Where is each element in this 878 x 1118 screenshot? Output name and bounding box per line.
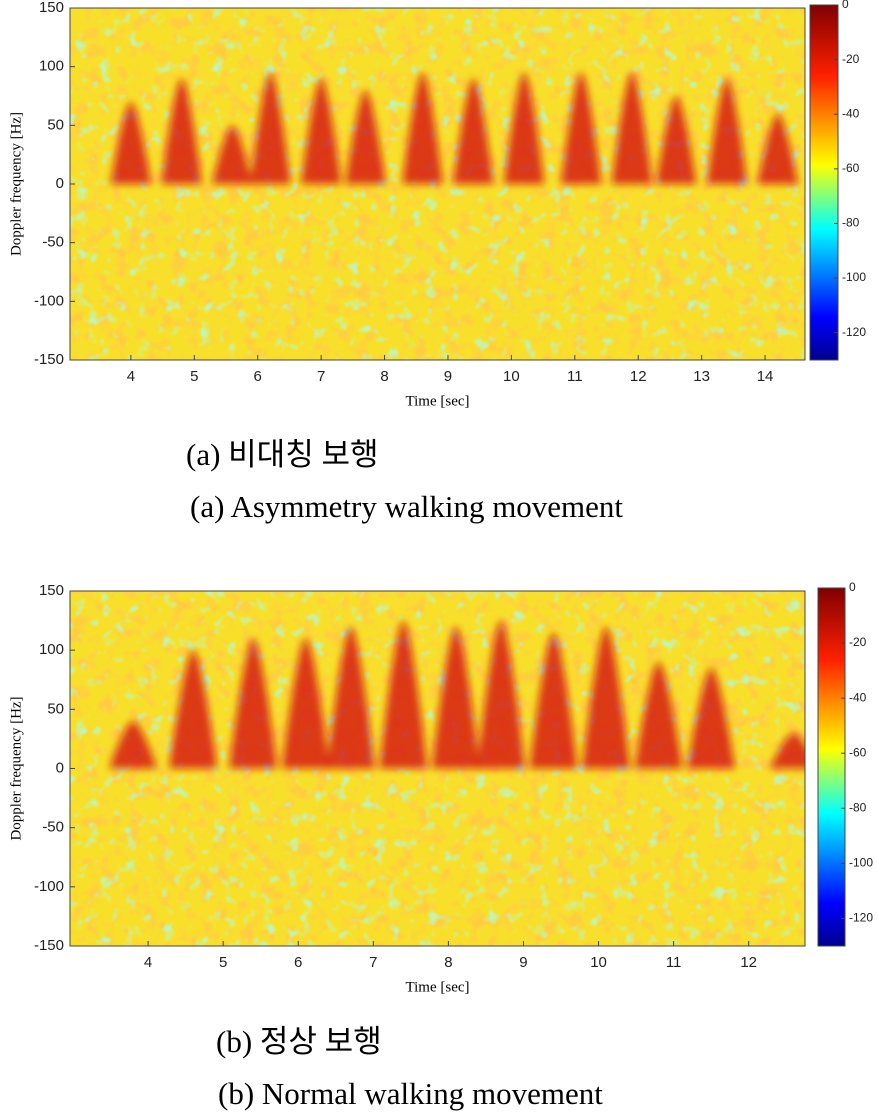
x-tick-label: 4 xyxy=(144,954,152,971)
peak xyxy=(582,626,631,769)
y-tick-label: -50 xyxy=(42,234,64,251)
y-tick-label: -100 xyxy=(34,292,64,309)
y-tick-label: 100 xyxy=(39,641,64,658)
peak xyxy=(503,72,545,184)
x-tick-label: 13 xyxy=(693,368,710,385)
colorbar-tick-label: -100 xyxy=(849,856,873,870)
x-axis-label: Time [sec] xyxy=(405,979,469,995)
peak xyxy=(453,78,494,184)
peak xyxy=(529,632,578,769)
peak xyxy=(345,90,386,184)
peak xyxy=(402,72,443,184)
x-tick-label: 9 xyxy=(519,954,527,971)
peak xyxy=(757,113,799,184)
colorbar-tick-label: 0 xyxy=(842,0,849,11)
x-tick-label: 12 xyxy=(630,368,647,385)
peak xyxy=(300,78,342,184)
y-tick-label: 50 xyxy=(47,700,64,717)
x-tick-label: 12 xyxy=(740,954,757,971)
x-tick-label: 5 xyxy=(190,368,198,385)
x-tick-label: 8 xyxy=(444,954,452,971)
peak xyxy=(769,733,805,769)
peak xyxy=(655,96,697,184)
peak xyxy=(326,626,375,769)
colorbar-tick-label: -80 xyxy=(849,800,867,814)
peak xyxy=(611,72,653,184)
peak xyxy=(110,101,152,184)
x-tick-label: 10 xyxy=(503,368,520,385)
caption: (b) 정상 보행 xyxy=(216,1024,382,1059)
peak xyxy=(687,667,736,769)
y-tick-label: -150 xyxy=(34,351,64,368)
spectrogram-area xyxy=(70,8,805,360)
x-tick-label: 9 xyxy=(444,368,452,385)
x-tick-label: 5 xyxy=(219,954,227,971)
x-tick-label: 7 xyxy=(369,954,377,971)
peak xyxy=(379,620,428,769)
colorbar-tick-label: -40 xyxy=(849,690,867,704)
charts: 4 5 6 7 8 9 10 11 12 13 14-150-100-50050100150Time… xyxy=(8,0,873,1111)
peak xyxy=(250,72,291,184)
colorbar-tick-label: -60 xyxy=(849,745,867,759)
colorbar-tick-label: -20 xyxy=(849,635,867,649)
x-tick-label: 14 xyxy=(757,368,774,385)
y-tick-label: 0 xyxy=(56,759,64,776)
peak xyxy=(476,620,525,769)
colorbar-tick-label: -120 xyxy=(849,911,873,925)
x-tick-label: 4 xyxy=(127,368,135,385)
y-axis-label: Doppler frequency [Hz] xyxy=(8,696,24,840)
subcaption: (a) Asymmetry walking movement xyxy=(190,489,623,524)
colorbar-tick-label: -80 xyxy=(842,216,860,230)
peak xyxy=(431,626,480,769)
y-tick-label: 100 xyxy=(39,58,64,75)
y-tick-label: -50 xyxy=(42,819,64,836)
peak xyxy=(560,72,602,184)
x-tick-label: 6 xyxy=(254,368,262,385)
subcaption: (b) Normal walking movement xyxy=(218,1076,603,1111)
x-tick-label: 10 xyxy=(590,954,607,971)
y-tick-label: 150 xyxy=(39,0,64,16)
signal xyxy=(110,72,799,184)
peak xyxy=(634,662,683,769)
peak xyxy=(109,721,158,769)
y-tick-label: -150 xyxy=(34,937,64,954)
x-tick-label: 8 xyxy=(380,368,388,385)
x-tick-label: 11 xyxy=(567,368,583,385)
colorbar-tick-label: -120 xyxy=(842,325,866,339)
y-axis-label: Doppler frequency [Hz] xyxy=(8,112,24,256)
caption: (a) 비대칭 보행 xyxy=(186,437,379,472)
peak xyxy=(229,638,278,769)
peak xyxy=(281,638,330,769)
peak xyxy=(161,78,202,184)
y-tick-label: 0 xyxy=(56,175,64,192)
signal xyxy=(109,620,805,769)
peak xyxy=(706,78,748,184)
x-tick-label: 11 xyxy=(666,954,682,971)
colorbar-tick-label: -20 xyxy=(842,52,860,66)
colorbar-tick-label: 0 xyxy=(849,580,856,594)
colorbar-tick-label: -40 xyxy=(842,106,860,120)
colorbar-tick-label: -60 xyxy=(842,161,860,175)
colorbar xyxy=(817,587,846,947)
y-tick-label: -100 xyxy=(34,878,64,895)
x-tick-label: 6 xyxy=(294,954,302,971)
x-tick-label: 7 xyxy=(317,368,325,385)
y-tick-label: 150 xyxy=(39,582,64,599)
y-tick-label: 50 xyxy=(47,116,64,133)
spectrogram-area xyxy=(70,591,805,946)
x-axis-label: Time [sec] xyxy=(405,393,469,409)
peak xyxy=(212,125,253,184)
colorbar-tick-label: -100 xyxy=(842,270,866,284)
colorbar xyxy=(809,4,839,361)
peak xyxy=(169,650,218,769)
